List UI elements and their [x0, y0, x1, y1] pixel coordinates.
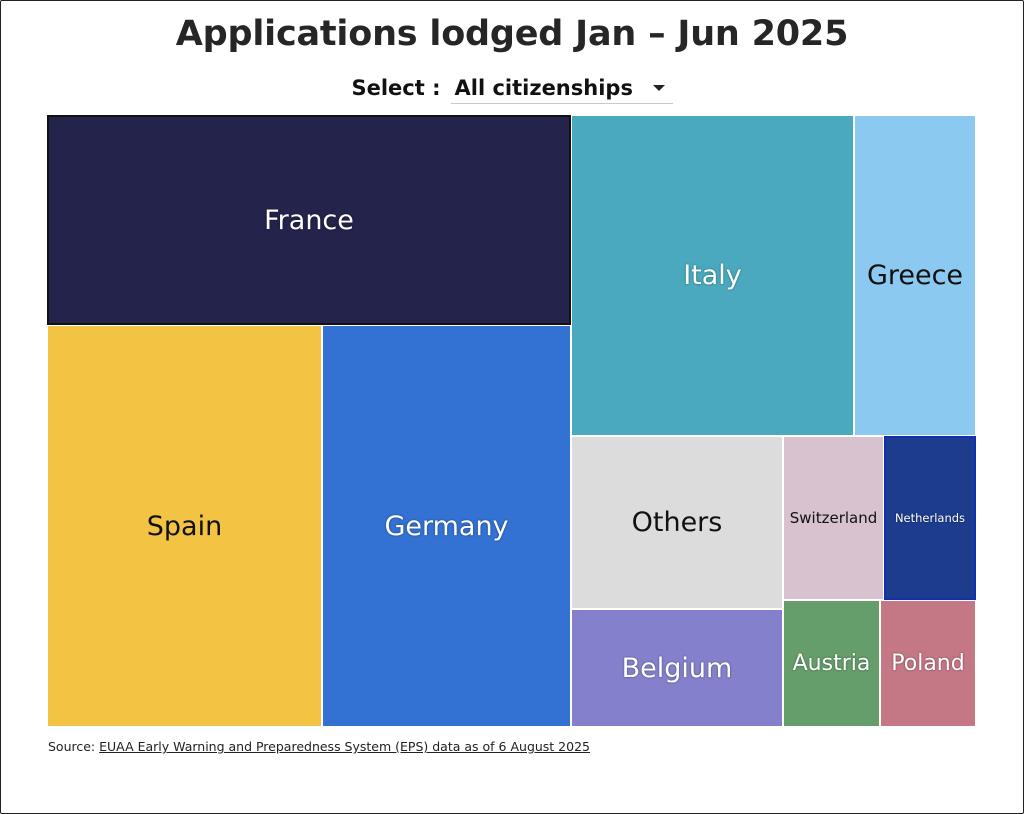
treemap-tile-austria[interactable]: Austria — [783, 600, 880, 727]
treemap-tile-poland[interactable]: Poland — [880, 600, 976, 727]
treemap-tile-label: Italy — [683, 260, 742, 291]
treemap-tile-label: France — [264, 204, 354, 236]
treemap-tile-label: Belgium — [621, 652, 733, 684]
treemap-tile-germany[interactable]: Germany — [322, 325, 571, 727]
treemap-tile-label: Poland — [891, 651, 965, 676]
select-label: Select : — [351, 76, 441, 100]
treemap: France Spain Germany Italy Greece Others Switz… — [47, 115, 976, 727]
treemap-tile-italy[interactable]: Italy — [571, 115, 854, 436]
treemap-tile-label: Switzerland — [789, 509, 878, 527]
treemap-tile-label: Others — [631, 507, 723, 538]
treemap-tile-switzerland[interactable]: Switzerland — [783, 436, 884, 600]
source-prefix: Source: — [48, 739, 100, 754]
treemap-tile-netherlands[interactable]: Netherlands — [884, 436, 976, 600]
treemap-tile-label: Greece — [866, 260, 964, 291]
treemap-tile-label: Germany — [384, 510, 509, 542]
citizenship-dropdown-value: All citizenships — [454, 75, 633, 100]
treemap-tile-others[interactable]: Others — [571, 436, 783, 609]
chart-title: Applications lodged Jan – Jun 2025 — [175, 14, 849, 54]
treemap-tile-label: Austria — [792, 651, 871, 676]
treemap-tile-greece[interactable]: Greece — [854, 115, 976, 436]
citizenship-dropdown[interactable]: All citizenships — [450, 72, 673, 104]
source-note: Source: EUAA Early Warning and Preparedn… — [48, 739, 590, 754]
treemap-tile-spain[interactable]: Spain — [47, 325, 322, 727]
treemap-tile-belgium[interactable]: Belgium — [571, 609, 783, 727]
treemap-tile-france[interactable]: France — [47, 115, 571, 325]
citizenship-select-row: Select : All citizenships — [0, 72, 1024, 104]
chevron-down-icon — [652, 84, 665, 91]
source-link[interactable]: EUAA Early Warning and Preparedness Syst… — [99, 739, 590, 754]
treemap-tile-label: Spain — [146, 510, 223, 542]
treemap-tile-label: Netherlands — [894, 511, 966, 525]
